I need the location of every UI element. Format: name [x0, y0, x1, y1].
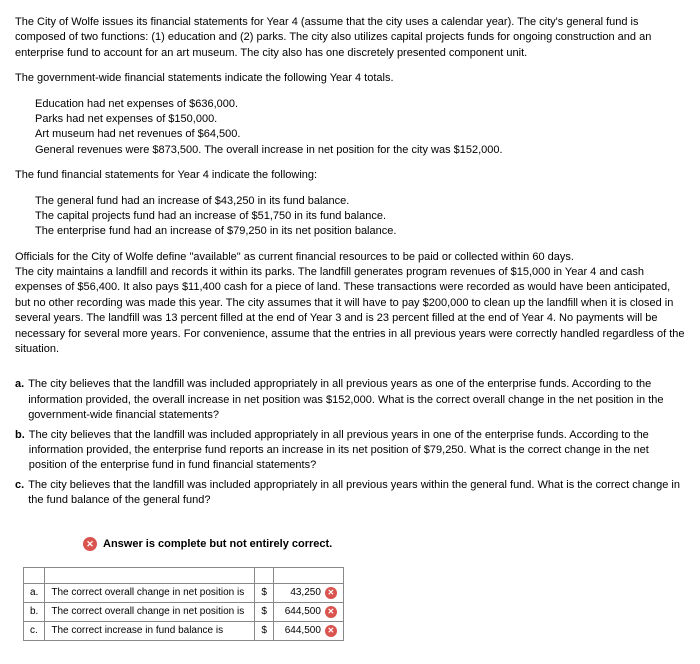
row-desc: The correct overall change in net positi… [45, 583, 255, 602]
table-empty-row [24, 567, 344, 583]
answer-header-text: Answer is complete but not entirely corr… [103, 537, 332, 552]
table-row: c. The correct increase in fund balance … [24, 621, 344, 640]
bullet: Art museum had net revenues of $64,500. [35, 127, 685, 142]
question-b: b. The city believes that the landfill w… [15, 428, 685, 474]
bullets1: Education had net expenses of $636,000. … [35, 97, 685, 159]
bullet: The capital projects fund had an increas… [35, 209, 685, 224]
x-status-icon: ✕ [83, 537, 97, 551]
table-row: a. The correct overall change in net pos… [24, 583, 344, 602]
question-label: b. [15, 428, 25, 474]
bullet: General revenues were $873,500. The over… [35, 143, 685, 158]
x-icon: ✕ [325, 606, 337, 618]
row-currency: $ [255, 621, 274, 640]
row-desc: The correct increase in fund balance is [45, 621, 255, 640]
row-label: b. [24, 602, 45, 621]
intro-p4: Officials for the City of Wolfe define "… [15, 250, 685, 265]
intro-p1: The City of Wolfe issues its financial s… [15, 15, 685, 61]
x-icon: ✕ [325, 625, 337, 637]
bullet: Education had net expenses of $636,000. [35, 97, 685, 112]
row-label: c. [24, 621, 45, 640]
table-row: b. The correct overall change in net pos… [24, 602, 344, 621]
row-label: a. [24, 583, 45, 602]
bullets2: The general fund had an increase of $43,… [35, 194, 685, 240]
question-c: c. The city believes that the landfill w… [15, 478, 685, 509]
answer-table: a. The correct overall change in net pos… [23, 567, 344, 641]
question-label: c. [15, 478, 24, 509]
row-currency: $ [255, 602, 274, 621]
row-value: 644,500 ✕ [273, 602, 343, 621]
intro-p2: The government-wide financial statements… [15, 71, 685, 86]
intro-p5: The city maintains a landfill and record… [15, 265, 685, 357]
row-value: 43,250 ✕ [273, 583, 343, 602]
intro-p3: The fund financial statements for Year 4… [15, 168, 685, 183]
bullet: The general fund had an increase of $43,… [35, 194, 685, 209]
answer-section: ✕ Answer is complete but not entirely co… [15, 529, 685, 649]
row-desc: The correct overall change in net positi… [45, 602, 255, 621]
x-icon: ✕ [325, 587, 337, 599]
question-text: The city believes that the landfill was … [28, 377, 685, 423]
question-text: The city believes that the landfill was … [28, 478, 685, 509]
question-label: a. [15, 377, 24, 423]
bullet: Parks had net expenses of $150,000. [35, 112, 685, 127]
row-value: 644,500 ✕ [273, 621, 343, 640]
question-text: The city believes that the landfill was … [29, 428, 685, 474]
bullet: The enterprise fund had an increase of $… [35, 224, 685, 239]
answer-header: ✕ Answer is complete but not entirely co… [83, 537, 677, 552]
row-currency: $ [255, 583, 274, 602]
question-a: a. The city believes that the landfill w… [15, 377, 685, 423]
